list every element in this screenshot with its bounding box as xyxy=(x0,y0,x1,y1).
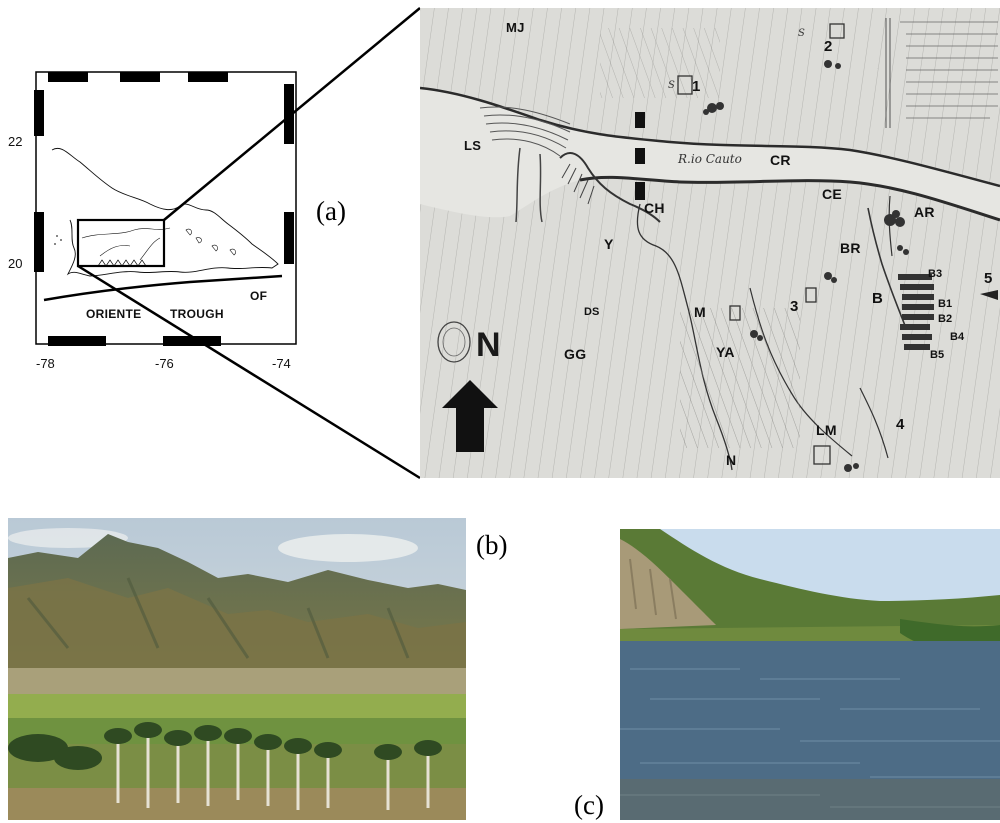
trough-label-2: TROUGH xyxy=(170,307,224,321)
site-number-4: 4 xyxy=(896,416,905,433)
inset-map: 22 20 -78 -76 -74 ORIENTE TROUGH OF xyxy=(0,60,310,371)
site-number-5: 5 xyxy=(984,270,993,287)
label-mj: MJ xyxy=(506,20,525,35)
historical-map-graphic xyxy=(420,8,1000,478)
label-ar: AR xyxy=(914,204,935,220)
label-gg: GG xyxy=(564,346,587,362)
lon-tick-78: -78 xyxy=(36,356,55,371)
label-ce: CE xyxy=(822,186,843,202)
photo-river xyxy=(620,529,1000,820)
photo-mountain-valley-graphic xyxy=(8,518,466,820)
label-lm: LM xyxy=(816,422,837,438)
lon-tick-74: -74 xyxy=(272,356,291,371)
label-cr: CR xyxy=(770,152,791,168)
label-ds: DS xyxy=(584,306,600,318)
label-ya: YA xyxy=(716,344,735,360)
label-b1: B1 xyxy=(938,298,953,310)
photo-mountain-valley xyxy=(8,518,466,820)
north-label: N xyxy=(476,326,501,364)
label-n: N xyxy=(726,452,737,468)
label-br: BR xyxy=(840,240,861,256)
inset-map-graphic xyxy=(34,71,297,346)
site-code-1: S xyxy=(668,80,675,91)
fault-label: OF xyxy=(250,289,268,303)
label-b5: B5 xyxy=(930,349,945,361)
label-y: Y xyxy=(604,236,614,252)
historical-map: MJ LS CR CH CE AR BR B B3 B1 B2 B4 B5 Y … xyxy=(420,8,1000,478)
label-m: M xyxy=(694,304,706,320)
photo-river-graphic xyxy=(620,529,1000,820)
lat-tick-20: 20 xyxy=(8,256,23,271)
label-b2: B2 xyxy=(938,313,953,325)
label-b4: B4 xyxy=(950,331,965,343)
site-code-2: S xyxy=(798,28,805,39)
site-number-1: 1 xyxy=(692,78,701,95)
panel-label-c: (c) xyxy=(574,790,604,820)
lat-tick-22: 22 xyxy=(8,134,23,149)
connector-lines xyxy=(77,7,421,480)
panel-label-b: (b) xyxy=(476,530,508,560)
label-b3: B3 xyxy=(928,268,943,280)
lon-tick-76: -76 xyxy=(155,356,174,371)
label-ls: LS xyxy=(464,138,482,153)
site-number-2: 2 xyxy=(824,38,833,55)
river-cauto-script: R.io Cauto xyxy=(678,152,742,166)
panel-label-a: (a) xyxy=(316,196,346,226)
site-number-3: 3 xyxy=(790,298,799,315)
trough-label: ORIENTE xyxy=(86,307,142,321)
label-ch: CH xyxy=(644,200,665,216)
label-b: B xyxy=(872,290,884,307)
